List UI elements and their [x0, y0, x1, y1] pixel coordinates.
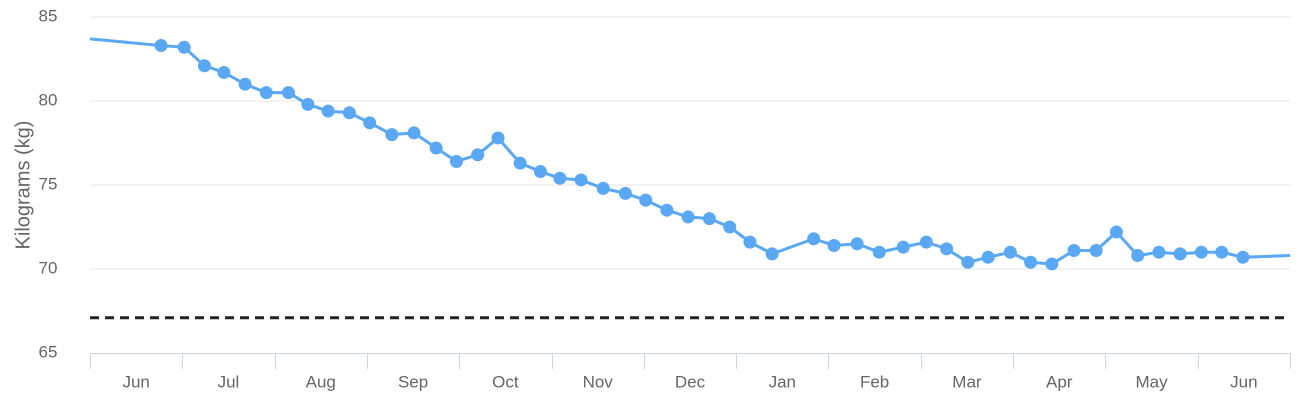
- point: [429, 141, 443, 155]
- x-tick-label: Oct: [492, 372, 519, 391]
- y-tick-label: 70: [39, 258, 58, 277]
- point: [491, 131, 505, 145]
- point: [1194, 245, 1208, 259]
- point: [154, 39, 168, 53]
- point: [596, 181, 610, 195]
- point: [281, 86, 295, 100]
- point: [639, 193, 653, 207]
- point: [217, 65, 231, 79]
- x-tick-label: Jul: [218, 372, 240, 391]
- x-tick-label: Jan: [769, 372, 796, 391]
- point: [574, 173, 588, 187]
- point: [449, 154, 463, 168]
- point: [363, 116, 377, 130]
- point: [807, 232, 821, 246]
- point: [177, 40, 191, 54]
- point: [1003, 245, 1017, 259]
- y-tick-label: 80: [39, 90, 58, 109]
- point: [197, 59, 211, 73]
- x-tick-label: Dec: [675, 372, 706, 391]
- x-tick-label: Nov: [583, 372, 614, 391]
- point: [1109, 225, 1123, 239]
- point: [238, 77, 252, 91]
- y-tick-label: 65: [39, 342, 58, 361]
- point: [850, 237, 864, 251]
- point: [1131, 249, 1145, 263]
- point: [896, 240, 910, 254]
- point: [407, 126, 421, 140]
- point: [1236, 250, 1250, 264]
- x-tick-label: Mar: [952, 372, 982, 391]
- y-tick-label: 75: [39, 174, 58, 193]
- point: [1173, 247, 1187, 261]
- point: [553, 171, 567, 185]
- point: [321, 104, 335, 118]
- point: [1045, 257, 1059, 271]
- point: [940, 242, 954, 256]
- point: [681, 210, 695, 224]
- point: [385, 128, 399, 142]
- point: [513, 156, 527, 170]
- x-tick-label: Jun: [1230, 372, 1257, 391]
- y-tick-label: 85: [39, 6, 58, 25]
- x-tick-label: Apr: [1046, 372, 1073, 391]
- point: [301, 97, 315, 111]
- point: [1152, 245, 1166, 259]
- point: [961, 255, 975, 269]
- point: [660, 203, 674, 217]
- point: [872, 245, 886, 259]
- point: [533, 165, 547, 179]
- point: [618, 186, 632, 200]
- point: [471, 148, 485, 162]
- point: [919, 235, 933, 249]
- x-tick-label: Sep: [398, 372, 428, 391]
- point: [827, 238, 841, 252]
- y-axis-title: Kilograms (kg): [12, 121, 34, 250]
- line: [89, 37, 1291, 266]
- point: [723, 220, 737, 234]
- point: [1089, 244, 1103, 258]
- point: [1067, 244, 1081, 258]
- point: [765, 247, 779, 261]
- x-tick-label: May: [1135, 372, 1168, 391]
- point: [743, 235, 757, 249]
- point: [1024, 255, 1038, 269]
- point: [702, 212, 716, 226]
- x-tick-label: Feb: [860, 372, 889, 391]
- x-tick-label: Aug: [306, 372, 336, 391]
- x-tick-label: Jun: [122, 372, 149, 391]
- point: [342, 106, 356, 120]
- point: [981, 250, 995, 264]
- point: [1215, 245, 1229, 259]
- point: [259, 86, 273, 100]
